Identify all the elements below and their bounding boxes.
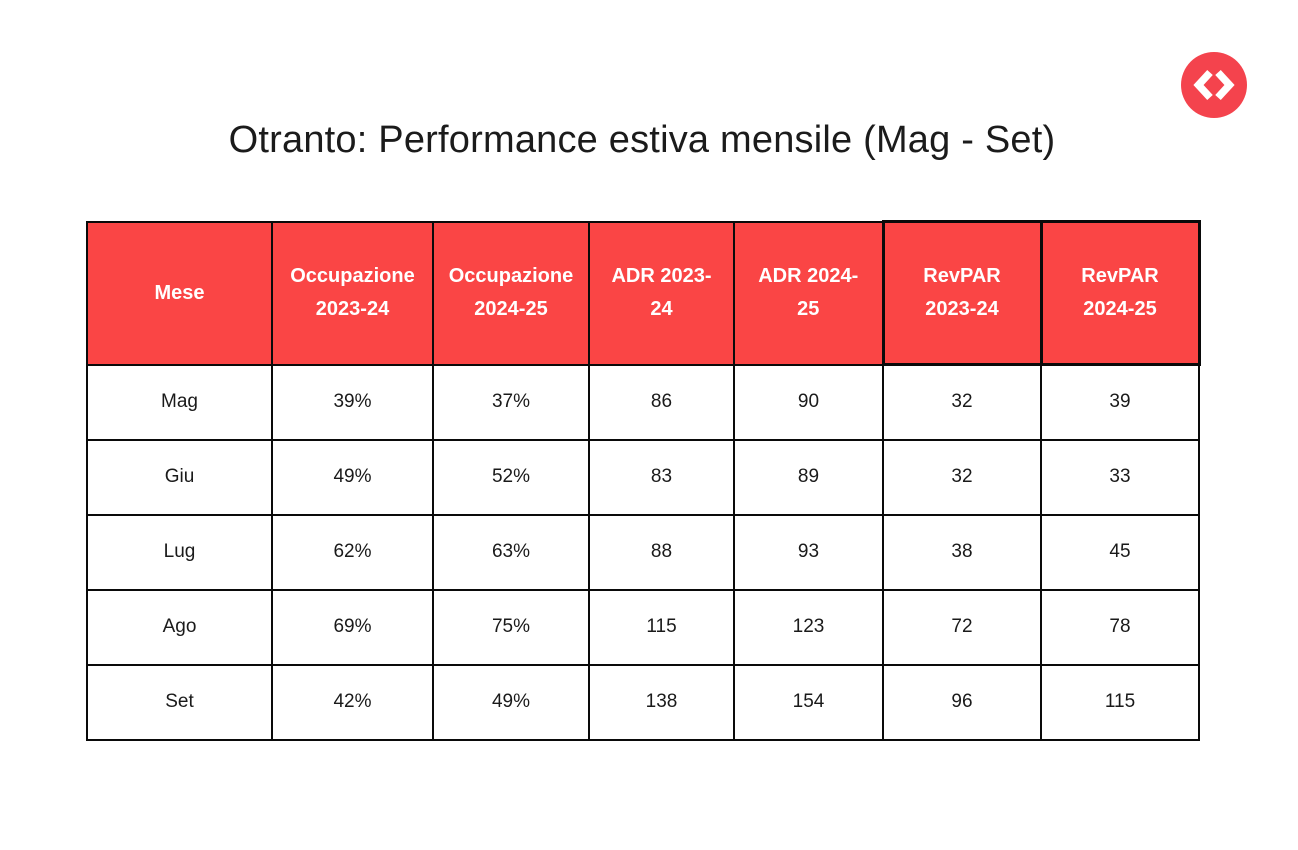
cell-adr-2024-25: 123: [733, 588, 884, 666]
cell-adr-2023-24: 115: [588, 588, 735, 666]
table-row-giu: Giu 49% 52% 83 89 32 33: [86, 438, 1200, 516]
cell-revpar-2024-25: 39: [1040, 363, 1200, 441]
cell-adr-2023-24: 86: [588, 363, 735, 441]
col-header-occupazione-2024-25: Occupazione 2024-25: [432, 220, 590, 366]
cell-occupazione-2023-24: 62%: [271, 513, 434, 591]
cell-revpar-2023-24: 32: [882, 363, 1042, 441]
col-header-mese: Mese: [86, 220, 273, 366]
table-header-row: Mese Occupazione 2023-24 Occupazione 202…: [86, 220, 1201, 366]
cell-revpar-2024-25: 33: [1040, 438, 1200, 516]
performance-table: Mese Occupazione 2023-24 Occupazione 202…: [86, 220, 1201, 741]
cell-adr-2024-25: 93: [733, 513, 884, 591]
col-header-label: Occupazione 2023-24: [290, 265, 415, 320]
cell-occupazione-2024-25: 75%: [432, 588, 590, 666]
col-header-adr-2023-24: ADR 2023-24: [588, 220, 735, 366]
col-header-revpar-2023-24: RevPAR 2023-24: [881, 220, 1043, 366]
col-header-occupazione-2023-24: Occupazione 2023-24: [271, 220, 434, 366]
cell-occupazione-2023-24: 39%: [271, 363, 434, 441]
cell-adr-2024-25: 154: [733, 663, 884, 741]
cell-occupazione-2024-25: 49%: [432, 663, 590, 741]
col-header-label: RevPAR 2023-24: [923, 265, 1001, 320]
cell-revpar-2024-25: 115: [1040, 663, 1200, 741]
cell-occupazione-2024-25: 63%: [432, 513, 590, 591]
cell-occupazione-2023-24: 49%: [271, 438, 434, 516]
col-header-label: Mese: [154, 281, 205, 304]
page-title: Otranto: Performance estiva mensile (Mag…: [228, 119, 1056, 161]
cell-month: Giu: [86, 438, 273, 516]
cell-occupazione-2024-25: 52%: [432, 438, 590, 516]
cell-adr-2023-24: 138: [588, 663, 735, 741]
cell-adr-2023-24: 83: [588, 438, 735, 516]
cell-month: Ago: [86, 588, 273, 666]
cell-month: Set: [86, 663, 273, 741]
cell-adr-2023-24: 88: [588, 513, 735, 591]
table-row-mag: Mag 39% 37% 86 90 32 39: [86, 363, 1200, 441]
code-brackets-icon: [1181, 52, 1247, 118]
logo: [1181, 52, 1247, 118]
cell-month: Mag: [86, 363, 273, 441]
cell-month: Lug: [86, 513, 273, 591]
col-header-label: RevPAR 2024-25: [1081, 265, 1159, 320]
cell-revpar-2023-24: 32: [882, 438, 1042, 516]
table-container: Mese Occupazione 2023-24 Occupazione 202…: [86, 220, 1201, 741]
col-header-label: Occupazione 2024-25: [448, 265, 574, 320]
cell-occupazione-2023-24: 69%: [271, 588, 434, 666]
col-header-label: ADR 2024-25: [758, 265, 859, 320]
col-header-revpar-2024-25: RevPAR 2024-25: [1039, 220, 1201, 366]
cell-adr-2024-25: 89: [733, 438, 884, 516]
col-header-label: ADR 2023-24: [611, 265, 712, 320]
cell-revpar-2024-25: 45: [1040, 513, 1200, 591]
table-row-ago: Ago 69% 75% 115 123 72 78: [86, 588, 1200, 666]
cell-occupazione-2024-25: 37%: [432, 363, 590, 441]
cell-adr-2024-25: 90: [733, 363, 884, 441]
cell-revpar-2024-25: 78: [1040, 588, 1200, 666]
cell-revpar-2023-24: 38: [882, 513, 1042, 591]
cell-revpar-2023-24: 72: [882, 588, 1042, 666]
col-header-adr-2024-25: ADR 2024-25: [733, 220, 884, 366]
cell-occupazione-2023-24: 42%: [271, 663, 434, 741]
table-row-lug: Lug 62% 63% 88 93 38 45: [86, 513, 1200, 591]
table-row-set: Set 42% 49% 138 154 96 115: [86, 663, 1200, 741]
cell-revpar-2023-24: 96: [882, 663, 1042, 741]
